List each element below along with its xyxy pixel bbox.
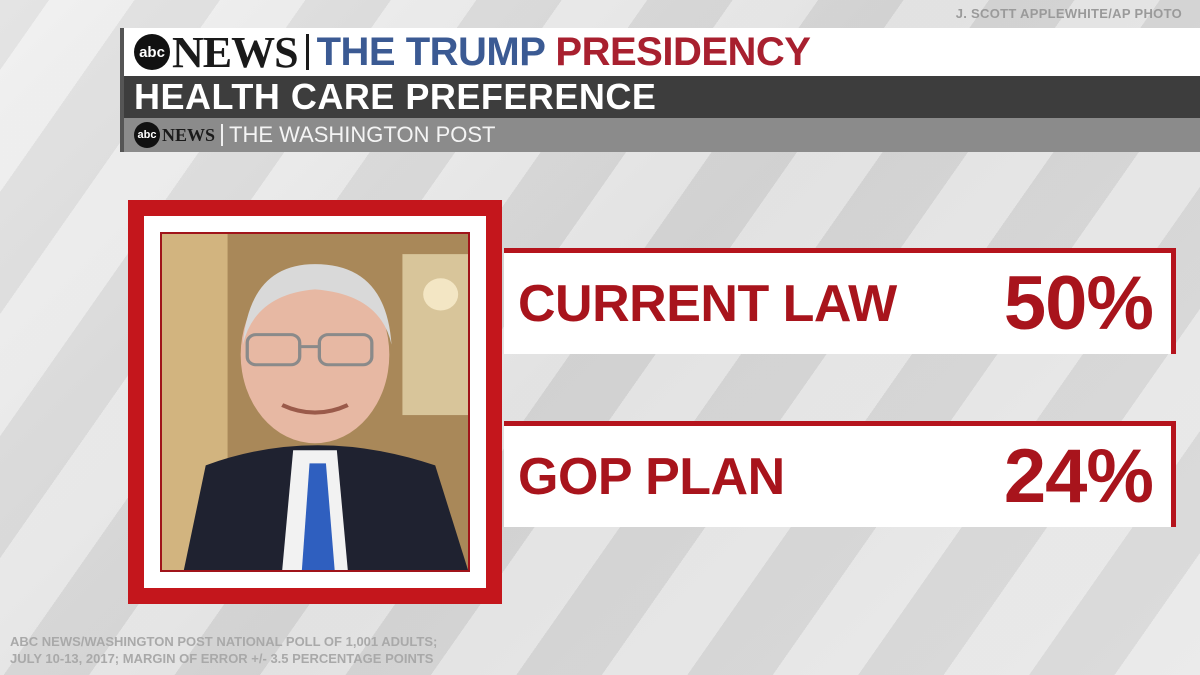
news-wordmark-small: NEWS [162, 124, 216, 145]
graphic-subtitle: HEALTH CARE PREFERENCE [120, 76, 1200, 118]
source-partner: THE WASHINGTON POST [229, 122, 496, 147]
news-wordmark: NEWS [172, 27, 299, 77]
title-divider [305, 34, 309, 70]
result-row-current-law: CURRENT LAW 50% [504, 248, 1176, 354]
category-label: GOP PLAN [518, 447, 785, 506]
photo-credit: J. SCOTT APPLEWHITE/AP PHOTO [955, 6, 1182, 21]
category-label: CURRENT LAW [518, 274, 897, 333]
source-divider [221, 124, 224, 146]
poll-footnote: ABC NEWS/WASHINGTON POST NATIONAL POLL O… [10, 633, 630, 667]
footnote-line-2: JULY 10-13, 2017; MARGIN OF ERROR +/- 3.… [10, 651, 434, 666]
portrait-illustration [162, 234, 468, 570]
abc-logo-icon: abc [134, 34, 170, 70]
source-row: abc NEWS THE WASHINGTON POST [120, 118, 1200, 152]
value-label: 50% [1003, 261, 1154, 346]
abc-logo-small-icon: abc [134, 122, 160, 148]
graphic-header: abc NEWS THE TRUMP PRESIDENCY HEALTH CAR… [120, 28, 1200, 152]
brand-title-row: abc NEWS THE TRUMP PRESIDENCY [120, 27, 1200, 77]
title-red: PRESIDENCY [555, 29, 811, 74]
value-label: 24% [1003, 434, 1154, 519]
portrait-photo [160, 232, 470, 572]
footnote-line-1: ABC NEWS/WASHINGTON POST NATIONAL POLL O… [10, 634, 438, 649]
title-blue: THE TRUMP [316, 29, 546, 74]
portrait-frame [128, 200, 502, 604]
result-row-gop-plan: GOP PLAN 24% [504, 421, 1176, 527]
